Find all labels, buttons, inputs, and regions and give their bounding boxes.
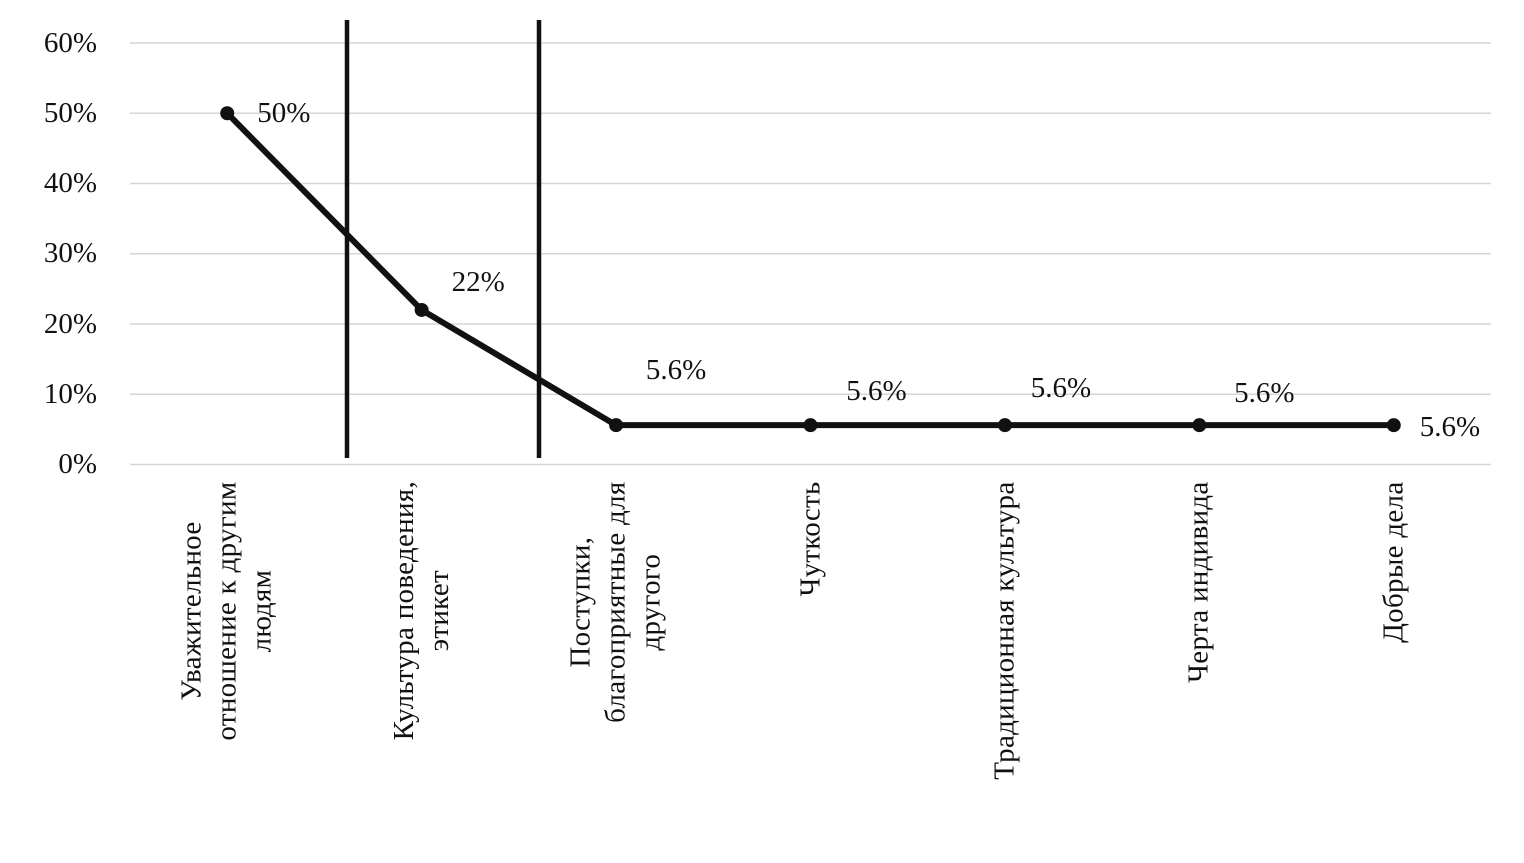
x-axis-category-label: Уважительное отношение к другим людям [175, 481, 278, 741]
y-axis-tick-label: 60% [43, 26, 97, 59]
y-axis-tick-label: 20% [43, 307, 97, 340]
x-axis-category-label: Чуткость [794, 481, 826, 597]
data-point-label: 5.6% [1030, 371, 1092, 404]
series-line [224, 110, 1397, 429]
data-point-label: 50% [257, 96, 311, 129]
data-point-marker [414, 302, 429, 317]
y-axis-tick-label: 50% [43, 96, 97, 129]
data-point-marker [803, 418, 818, 433]
data-point-label: 5.6% [1234, 376, 1295, 409]
x-axis-category-label: Черта индивида [1182, 481, 1215, 683]
data-point-marker [609, 418, 624, 433]
y-axis-tick-label: 0% [58, 448, 97, 480]
data-point-label: 5.6% [645, 353, 707, 386]
data-point-marker [220, 106, 235, 121]
x-axis-category-label: Традиционная культура [988, 481, 1021, 780]
data-point-label: 5.6% [846, 374, 907, 407]
data-point-marker [1192, 418, 1207, 433]
y-axis-tick-label: 10% [43, 377, 97, 410]
y-axis-tick-label: 30% [43, 237, 97, 270]
x-axis-category-label: Добрые дела [1377, 481, 1410, 643]
data-point-label: 5.6% [1419, 410, 1481, 443]
x-axis-category-label: Поступки, благоприятные для другого [564, 481, 667, 723]
y-axis-tick-label: 40% [43, 167, 97, 199]
data-point-marker [1386, 418, 1401, 433]
x-axis-category-label: Культура поведения, этикет [387, 481, 455, 741]
data-point-label: 22% [451, 266, 505, 299]
data-point-marker [997, 418, 1012, 433]
